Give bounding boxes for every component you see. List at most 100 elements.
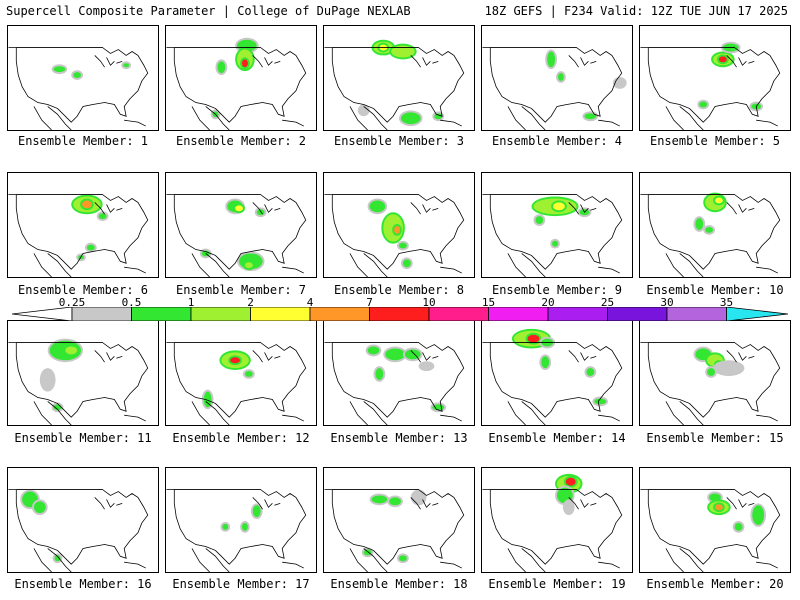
great-lakes [252, 497, 281, 510]
ensemble-map-panel [165, 467, 317, 573]
us-outline [489, 194, 623, 270]
map-svg [482, 473, 623, 572]
field-contour [241, 59, 248, 68]
great-lakes [252, 55, 281, 68]
map-svg [482, 47, 627, 130]
field-contour [535, 216, 544, 225]
map-svg [482, 328, 623, 425]
field-contour [565, 477, 576, 486]
mexico-outline [665, 106, 704, 130]
field-contour [707, 368, 715, 376]
colorbar-segment [131, 307, 192, 321]
field-contour [86, 244, 95, 251]
colorbar-tick-label: 15 [481, 296, 496, 309]
ensemble-member-label: Ensemble Member: 1 [17, 134, 149, 148]
caribbean-outline [598, 266, 620, 274]
field-contour [375, 368, 384, 380]
great-lakes [410, 497, 439, 510]
field-contour [557, 487, 573, 504]
map-svg [640, 41, 781, 130]
mexico-outline [507, 548, 546, 572]
ensemble-member-label: Ensemble Member: 20 [646, 577, 784, 591]
colorbar-segment [369, 307, 430, 321]
great-lakes [94, 497, 123, 510]
ensemble-map-panel [323, 320, 475, 426]
field-contour [244, 262, 253, 269]
great-lakes [94, 350, 123, 363]
us-outline [331, 489, 465, 565]
caribbean-outline [282, 561, 304, 569]
caribbean-outline [756, 266, 778, 274]
colorbar-segment [547, 307, 608, 321]
colorbar-tick-label: 35 [719, 296, 734, 309]
ensemble-member-label: Ensemble Member: 13 [330, 431, 468, 445]
caribbean-outline [440, 561, 462, 569]
ensemble-map-panel [639, 467, 791, 573]
field-contour [402, 259, 411, 268]
great-lakes [726, 497, 755, 510]
us-outline [647, 489, 781, 565]
us-outline [647, 194, 781, 270]
field-contour [541, 356, 550, 369]
field-contour [73, 72, 82, 78]
field-contour [256, 209, 265, 216]
field-contour [252, 505, 261, 518]
field-contour [412, 491, 425, 504]
field-contour [230, 357, 241, 364]
mexico-outline [33, 548, 72, 572]
map-svg [482, 194, 623, 277]
ensemble-map-panel [639, 172, 791, 278]
field-contour [367, 346, 380, 355]
ensemble-map-panel [165, 25, 317, 131]
field-contour [385, 348, 405, 361]
field-contour [564, 501, 573, 514]
ensemble-map-panel [481, 172, 633, 278]
great-lakes [726, 350, 755, 363]
map-svg [166, 489, 307, 572]
colorbar-arrow-left [12, 307, 73, 321]
caribbean-outline [598, 414, 620, 422]
ensemble-member-label: Ensemble Member: 6 [17, 283, 149, 297]
great-lakes [726, 55, 755, 68]
map-svg [166, 37, 307, 130]
field-contour [557, 73, 564, 81]
field-contour [400, 112, 421, 125]
colorbar-segment [71, 307, 132, 321]
map-svg [8, 194, 149, 277]
great-lakes [410, 350, 439, 363]
ensemble-map-panel [7, 467, 159, 573]
field-contour [586, 368, 595, 376]
field-contour [709, 493, 721, 502]
caribbean-outline [756, 414, 778, 422]
ensemble-member-label: Ensemble Member: 19 [488, 577, 626, 591]
mexico-outline [349, 401, 388, 425]
ensemble-member-label: Ensemble Member: 17 [172, 577, 310, 591]
ensemble-map-panel [481, 25, 633, 131]
ensemble-member-label: Ensemble Member: 15 [646, 431, 784, 445]
great-lakes [568, 497, 597, 510]
colorbar-segment [190, 307, 251, 321]
ensemble-member-label: Ensemble Member: 12 [172, 431, 310, 445]
caribbean-outline [440, 119, 462, 127]
colorbar [12, 307, 788, 321]
us-outline [331, 342, 465, 418]
colorbar-segment [488, 307, 549, 321]
ensemble-member-label: Ensemble Member: 4 [491, 134, 623, 148]
colorbar-segment [428, 307, 489, 321]
mexico-outline [349, 106, 388, 130]
us-outline [173, 194, 307, 270]
ensemble-member-label: Ensemble Member: 11 [14, 431, 152, 445]
mexico-outline [33, 106, 72, 130]
us-outline [15, 342, 149, 418]
great-lakes [568, 202, 597, 215]
map-svg [640, 342, 781, 425]
caribbean-outline [440, 414, 462, 422]
ensemble-member-label: Ensemble Member: 7 [175, 283, 307, 297]
caribbean-outline [440, 266, 462, 274]
ensemble-map-panel [323, 172, 475, 278]
map-svg [324, 194, 465, 277]
ensemble-map-panel [639, 320, 791, 426]
us-outline [331, 194, 465, 270]
field-contour [715, 197, 723, 204]
great-lakes [568, 55, 597, 68]
